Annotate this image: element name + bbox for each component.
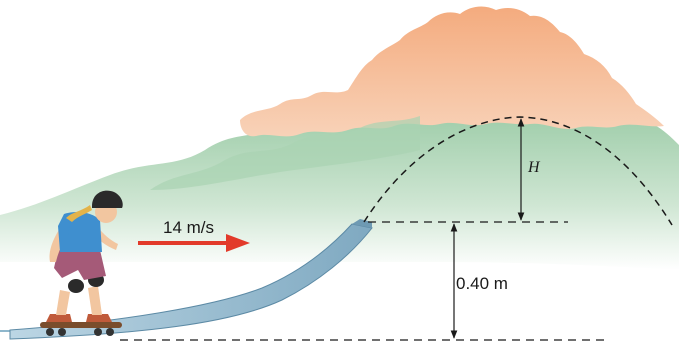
speed-label: 14 m/s bbox=[163, 218, 215, 237]
peach-foliage bbox=[240, 6, 664, 137]
ramp-height-label: 0.40 m bbox=[456, 274, 508, 293]
velocity-arrow-icon bbox=[138, 234, 250, 252]
green-foliage bbox=[0, 84, 679, 270]
foliage-background bbox=[0, 6, 679, 270]
ramp-lip bbox=[352, 219, 372, 228]
skateboarder-icon bbox=[40, 190, 123, 336]
max-height-label: H bbox=[528, 159, 540, 176]
skateboard bbox=[40, 322, 122, 328]
trajectory-path bbox=[363, 116, 673, 226]
green-foliage-highlight bbox=[150, 116, 420, 190]
helmet bbox=[92, 190, 123, 208]
